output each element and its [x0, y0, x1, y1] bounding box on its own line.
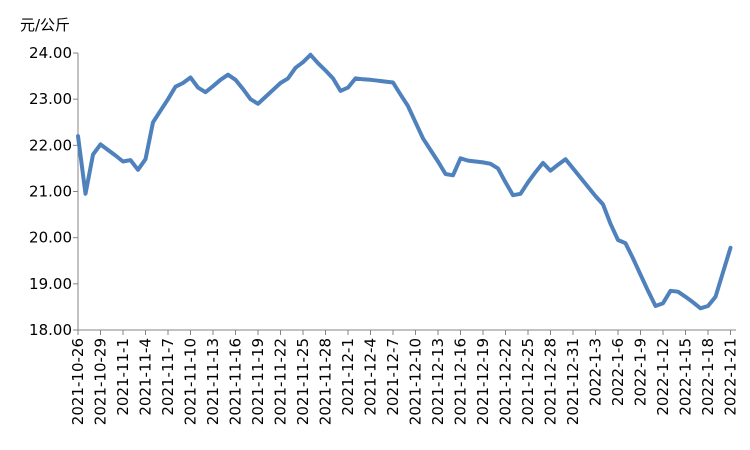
x-tick-label: 2021-11-1: [114, 338, 132, 416]
y-tick-label: 23.00: [29, 90, 72, 108]
x-tick-label: 2021-12-19: [474, 338, 492, 425]
x-tick-label: 2021-11-25: [294, 338, 312, 425]
x-tick-label: 2021-11-28: [317, 338, 335, 425]
x-tick-label: 2021-10-26: [69, 338, 87, 425]
x-tick-label: 2022-1-15: [677, 338, 695, 416]
x-tick-label: 2021-11-13: [204, 338, 222, 425]
x-tick-label: 2021-12-1: [339, 338, 357, 416]
y-axis-unit: 元/公斤: [20, 16, 70, 34]
x-tick-label: 2022-1-18: [699, 338, 717, 416]
x-tick-label: 2021-12-13: [429, 338, 447, 425]
x-tick-label: 2021-12-7: [384, 338, 402, 416]
x-tick-label: 2022-1-6: [609, 338, 627, 406]
x-tick-label: 2022-1-3: [587, 338, 605, 406]
x-tick-label: 2021-12-28: [542, 338, 560, 425]
x-tick-label: 2021-12-4: [362, 338, 380, 416]
y-tick-label: 20.00: [29, 229, 72, 247]
x-tick-label: 2021-11-10: [182, 338, 200, 425]
x-tick-label: 2021-11-7: [159, 338, 177, 416]
y-tick-label: 24.00: [29, 44, 72, 62]
x-tick-label: 2021-12-25: [519, 338, 537, 425]
x-tick-label: 2021-12-22: [497, 338, 515, 425]
x-tick-label: 2021-12-16: [452, 338, 470, 425]
x-tick-label: 2021-10-29: [92, 338, 110, 425]
x-tick-label: 2022-1-12: [654, 338, 672, 416]
x-tick-label: 2021-11-22: [272, 338, 290, 425]
x-tick-label: 2022-1-21: [722, 338, 740, 416]
x-tick-label: 2021-11-16: [227, 338, 245, 425]
y-tick-label: 18.00: [29, 321, 72, 339]
x-tick-label: 2021-12-31: [564, 338, 582, 425]
x-tick-label: 2021-11-19: [249, 338, 267, 425]
y-tick-label: 21.00: [29, 183, 72, 201]
x-tick-label: 2022-1-9: [632, 338, 650, 406]
x-tick-label: 2021-12-10: [407, 338, 425, 425]
x-tick-label: 2021-11-4: [137, 338, 155, 416]
line-series: [76, 52, 733, 311]
y-tick-label: 22.00: [29, 136, 72, 154]
y-tick-label: 19.00: [29, 275, 72, 293]
